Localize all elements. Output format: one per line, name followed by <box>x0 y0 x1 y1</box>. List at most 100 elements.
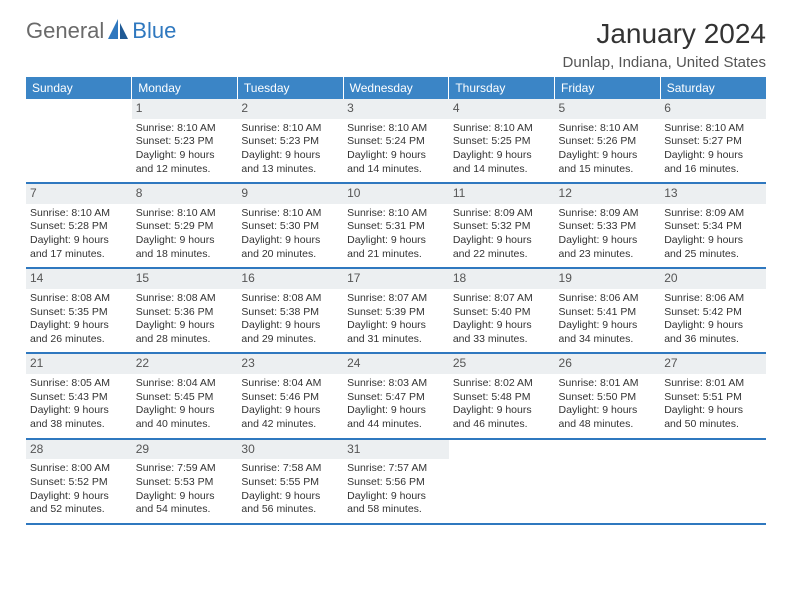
day-info-line: Sunset: 5:23 PM <box>241 135 339 149</box>
day-info-line: and 44 minutes. <box>347 418 445 432</box>
day-info-line: Daylight: 9 hours <box>241 404 339 418</box>
day-info-line: and 23 minutes. <box>559 248 657 262</box>
day-info-line: Sunrise: 8:00 AM <box>30 462 128 476</box>
day-info-line: Daylight: 9 hours <box>664 319 762 333</box>
day-number: 13 <box>660 184 766 204</box>
day-info-line: and 34 minutes. <box>559 333 657 347</box>
day-info-line: Sunset: 5:35 PM <box>30 306 128 320</box>
calendar-day-cell: 26Sunrise: 8:01 AMSunset: 5:50 PMDayligh… <box>555 353 661 438</box>
day-number: 10 <box>343 184 449 204</box>
day-number: 8 <box>132 184 238 204</box>
calendar-day-cell: 8Sunrise: 8:10 AMSunset: 5:29 PMDaylight… <box>132 183 238 268</box>
day-info-line: and 26 minutes. <box>30 333 128 347</box>
day-info-line: and 20 minutes. <box>241 248 339 262</box>
calendar-day-cell: 19Sunrise: 8:06 AMSunset: 5:41 PMDayligh… <box>555 268 661 353</box>
day-info-line: Sunset: 5:46 PM <box>241 391 339 405</box>
calendar-day-cell <box>26 99 132 183</box>
day-info-line: Sunset: 5:31 PM <box>347 220 445 234</box>
weekday-header: Thursday <box>449 77 555 99</box>
day-info-line: Daylight: 9 hours <box>136 490 234 504</box>
day-number: 16 <box>237 269 343 289</box>
day-info-line: Sunrise: 8:08 AM <box>30 292 128 306</box>
day-info-line: Daylight: 9 hours <box>664 149 762 163</box>
day-info-line: and 18 minutes. <box>136 248 234 262</box>
day-info-line: Daylight: 9 hours <box>559 234 657 248</box>
day-info-line: Sunset: 5:53 PM <box>136 476 234 490</box>
day-info-line: Sunset: 5:55 PM <box>241 476 339 490</box>
day-info-line: and 50 minutes. <box>664 418 762 432</box>
calendar-day-cell: 10Sunrise: 8:10 AMSunset: 5:31 PMDayligh… <box>343 183 449 268</box>
day-info-line: and 25 minutes. <box>664 248 762 262</box>
calendar-day-cell: 9Sunrise: 8:10 AMSunset: 5:30 PMDaylight… <box>237 183 343 268</box>
day-number: 19 <box>555 269 661 289</box>
day-info-line: Sunrise: 8:07 AM <box>453 292 551 306</box>
day-number: 29 <box>132 440 238 460</box>
weekday-header: Friday <box>555 77 661 99</box>
day-info-line: Sunrise: 8:10 AM <box>30 207 128 221</box>
calendar-day-cell: 22Sunrise: 8:04 AMSunset: 5:45 PMDayligh… <box>132 353 238 438</box>
calendar-head: SundayMondayTuesdayWednesdayThursdayFrid… <box>26 77 766 99</box>
day-number: 20 <box>660 269 766 289</box>
day-info-line: Daylight: 9 hours <box>241 234 339 248</box>
day-number: 12 <box>555 184 661 204</box>
calendar-day-cell: 15Sunrise: 8:08 AMSunset: 5:36 PMDayligh… <box>132 268 238 353</box>
calendar-body: 1Sunrise: 8:10 AMSunset: 5:23 PMDaylight… <box>26 99 766 524</box>
day-info-line: Sunrise: 8:09 AM <box>664 207 762 221</box>
day-info-line: and 58 minutes. <box>347 503 445 517</box>
day-info-line: Sunrise: 8:04 AM <box>241 377 339 391</box>
calendar-page: General Blue January 2024 Dunlap, Indian… <box>0 0 792 535</box>
day-info-line: Sunrise: 8:10 AM <box>453 122 551 136</box>
day-info-line: Sunrise: 8:01 AM <box>664 377 762 391</box>
weekday-header: Saturday <box>660 77 766 99</box>
day-info-line: Sunset: 5:24 PM <box>347 135 445 149</box>
day-info-line: Sunset: 5:36 PM <box>136 306 234 320</box>
day-info-line: Daylight: 9 hours <box>30 234 128 248</box>
day-info-line: Sunset: 5:50 PM <box>559 391 657 405</box>
day-number: 18 <box>449 269 555 289</box>
day-info-line: Sunrise: 8:02 AM <box>453 377 551 391</box>
logo-text-blue: Blue <box>132 18 176 44</box>
calendar-day-cell: 1Sunrise: 8:10 AMSunset: 5:23 PMDaylight… <box>132 99 238 183</box>
day-info-line: Daylight: 9 hours <box>30 319 128 333</box>
day-info-line: and 15 minutes. <box>559 163 657 177</box>
day-info-line: and 52 minutes. <box>30 503 128 517</box>
day-info-line: Sunrise: 7:58 AM <box>241 462 339 476</box>
day-number: 15 <box>132 269 238 289</box>
day-info-line: Sunset: 5:48 PM <box>453 391 551 405</box>
day-info-line: Sunrise: 7:59 AM <box>136 462 234 476</box>
day-info-line: Sunset: 5:52 PM <box>30 476 128 490</box>
day-info-line: Sunrise: 8:10 AM <box>136 207 234 221</box>
day-info-line: Sunrise: 7:57 AM <box>347 462 445 476</box>
day-number: 3 <box>343 99 449 119</box>
day-info-line: Sunrise: 8:09 AM <box>453 207 551 221</box>
day-info-line: and 12 minutes. <box>136 163 234 177</box>
calendar-day-cell: 27Sunrise: 8:01 AMSunset: 5:51 PMDayligh… <box>660 353 766 438</box>
calendar-day-cell: 17Sunrise: 8:07 AMSunset: 5:39 PMDayligh… <box>343 268 449 353</box>
day-info-line: and 29 minutes. <box>241 333 339 347</box>
calendar-day-cell: 23 Sunrise: 8:04 AMSunset: 5:46 PMDayligh… <box>237 353 343 438</box>
day-info-line: Sunrise: 8:03 AM <box>347 377 445 391</box>
weekday-header-row: SundayMondayTuesdayWednesdayThursdayFrid… <box>26 77 766 99</box>
day-number: 5 <box>555 99 661 119</box>
day-info-line: Daylight: 9 hours <box>453 234 551 248</box>
calendar-day-cell: 21Sunrise: 8:05 AMSunset: 5:43 PMDayligh… <box>26 353 132 438</box>
day-info-line: Daylight: 9 hours <box>136 234 234 248</box>
calendar-day-cell: 30Sunrise: 7:58 AMSunset: 5:55 PMDayligh… <box>237 439 343 524</box>
day-number: 14 <box>26 269 132 289</box>
calendar-week-row: 1Sunrise: 8:10 AMSunset: 5:23 PMDaylight… <box>26 99 766 183</box>
day-info-line: and 28 minutes. <box>136 333 234 347</box>
day-info-line: Sunset: 5:38 PM <box>241 306 339 320</box>
calendar-day-cell: 5Sunrise: 8:10 AMSunset: 5:26 PMDaylight… <box>555 99 661 183</box>
day-info-line: and 16 minutes. <box>664 163 762 177</box>
day-info-line: Sunrise: 8:08 AM <box>241 292 339 306</box>
day-info-line: Daylight: 9 hours <box>347 234 445 248</box>
day-info-line: Sunset: 5:23 PM <box>136 135 234 149</box>
day-number: 9 <box>237 184 343 204</box>
day-info-line: Sunset: 5:27 PM <box>664 135 762 149</box>
day-info-line: Sunset: 5:39 PM <box>347 306 445 320</box>
day-info-line: Sunset: 5:41 PM <box>559 306 657 320</box>
day-number: 23 <box>237 354 343 374</box>
calendar-day-cell: 20Sunrise: 8:06 AMSunset: 5:42 PMDayligh… <box>660 268 766 353</box>
day-info-line: and 31 minutes. <box>347 333 445 347</box>
day-info-line: Sunset: 5:51 PM <box>664 391 762 405</box>
